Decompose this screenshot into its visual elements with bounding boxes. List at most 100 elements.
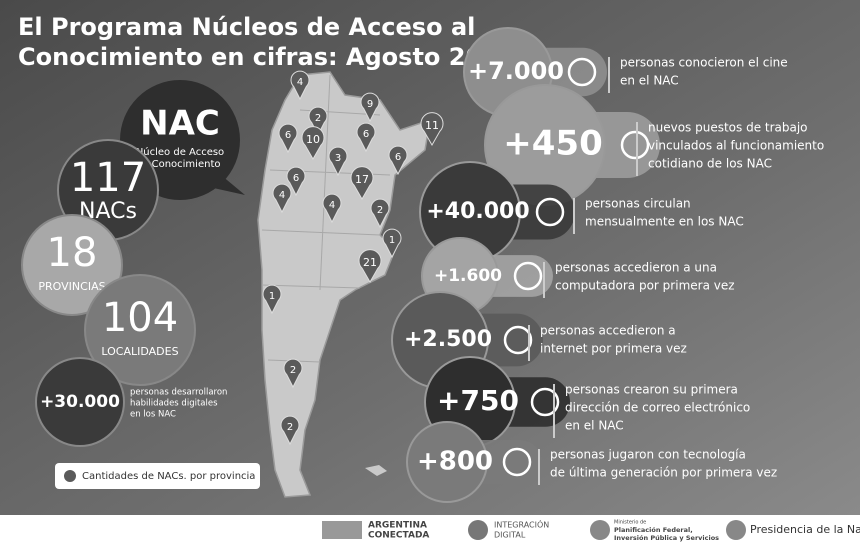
map-marker-label: 6	[395, 152, 401, 163]
logo-ministerio-icon	[590, 520, 610, 540]
stat-description: personas accedieron a una	[555, 261, 717, 275]
map-marker	[280, 415, 300, 446]
map-marker	[360, 92, 380, 123]
footer-text: Inversión Pública y Servicios	[614, 534, 719, 542]
divider	[608, 57, 610, 93]
stat-label: LOCALIDADES	[101, 345, 178, 358]
stat-description: personas jugaron con tecnología	[550, 448, 746, 462]
map-marker	[301, 126, 325, 161]
stat-description: mensualmente en los NAC	[585, 215, 744, 229]
logo-integracion-icon	[468, 520, 488, 540]
stat-value: +30.000	[40, 392, 120, 412]
legend-pin	[64, 470, 76, 482]
map-marker-label: 11	[425, 119, 439, 132]
map-marker-label: 21	[363, 256, 377, 269]
stat-description: personas crearon su primera	[565, 383, 738, 397]
stat-description: dirección de correo electrónico	[565, 401, 750, 415]
map-marker	[382, 228, 402, 259]
stat-icon	[503, 325, 533, 355]
stat-value: 18	[47, 230, 98, 276]
stat-icon	[530, 387, 560, 417]
map-marker-label: 2	[287, 422, 293, 433]
stat-value: +1.600	[434, 266, 502, 286]
logo-presidencia-icon	[726, 520, 746, 540]
stat-description: computadora por primera vez	[555, 279, 735, 293]
title: Conocimiento en cifras: Agosto 2013	[18, 43, 516, 71]
map-marker-label: 9	[367, 99, 373, 110]
footer-text: Ministerio de	[614, 520, 646, 526]
legend-label: Cantidades de NACs. por provincia	[82, 471, 255, 482]
map-marker-label: 6	[293, 173, 299, 184]
map-marker	[262, 284, 282, 315]
map-marker-label: 10	[306, 133, 320, 146]
footer-band	[0, 515, 860, 545]
map-marker-label: 1	[389, 235, 395, 246]
stat-description: nuevos puestos de trabajo	[648, 121, 808, 135]
map-marker-label: 6	[363, 129, 369, 140]
stat-circle	[84, 274, 196, 386]
map-marker-label: 2	[290, 365, 296, 376]
map-marker	[350, 166, 374, 201]
stat-description: en el NAC	[620, 74, 679, 88]
map-marker	[286, 166, 306, 197]
title: El Programa Núcleos de Acceso al	[18, 13, 475, 41]
map-marker-label: 4	[279, 190, 285, 201]
footer-text: Planificación Federal,	[614, 526, 693, 534]
map-marker	[272, 183, 292, 214]
stat-description: personas circulan	[585, 197, 691, 211]
stat-value: 117	[70, 155, 146, 201]
stat-description: personas accedieron a	[540, 324, 676, 338]
stat-description: personas desarrollaron	[130, 388, 227, 398]
stat-description: internet por primera vez	[540, 342, 687, 356]
map-marker	[283, 358, 303, 389]
divider	[553, 384, 555, 438]
footer-text: ARGENTINA	[368, 521, 427, 531]
stat-description: habilidades digitales	[130, 399, 218, 409]
map-marker	[358, 249, 382, 284]
stat-icon	[502, 447, 532, 477]
divider	[543, 262, 545, 298]
stat-value: +40.000	[426, 199, 529, 224]
divider	[636, 122, 638, 176]
stat-value: +800	[417, 447, 493, 477]
stat-description: vinculados al funcionamiento	[648, 139, 824, 153]
map-marker	[388, 145, 408, 176]
divider	[573, 198, 575, 234]
logo-name: NAC	[140, 104, 220, 144]
stat-label: PROVINCIAS	[38, 280, 105, 293]
map-marker-label: 17	[355, 173, 369, 186]
footer-text: CONECTADA	[368, 531, 429, 541]
stat-value: +750	[437, 384, 519, 417]
divider	[538, 449, 540, 485]
stat-circle	[21, 214, 123, 316]
map-marker	[290, 70, 310, 101]
map-marker	[308, 106, 328, 137]
stat-icon	[535, 197, 565, 227]
map-marker-label: 2	[377, 205, 383, 216]
map-marker	[420, 112, 444, 147]
stat-value: +7.000	[468, 57, 564, 85]
stat-description: en el NAC	[565, 419, 624, 433]
map-marker-label: 3	[335, 153, 341, 164]
stat-description: en los NAC	[130, 410, 176, 420]
map-marker	[328, 146, 348, 177]
logo-subtitle: al Conocimiento	[140, 159, 221, 170]
map-marker	[356, 122, 376, 153]
stat-description: cotidiano de los NAC	[648, 157, 772, 171]
stat-value: +2.500	[404, 327, 492, 352]
logo-subtitle: Núcleo de Acceso	[136, 146, 224, 158]
map-marker-label: 4	[297, 77, 303, 88]
divider	[528, 325, 530, 361]
footer-text: DIGITAL	[494, 531, 526, 540]
footer-text: Presidencia de la Nación	[750, 523, 860, 536]
stat-value: +450	[503, 124, 602, 164]
stat-icon	[620, 130, 650, 160]
map-marker-label: 6	[285, 130, 291, 141]
map-marker-label: 4	[329, 200, 335, 211]
province-borders	[261, 74, 391, 363]
malvinas	[365, 465, 387, 476]
map-marker-label: 1	[269, 291, 275, 302]
stat-value: 104	[102, 295, 178, 341]
stat-circle	[406, 421, 488, 503]
